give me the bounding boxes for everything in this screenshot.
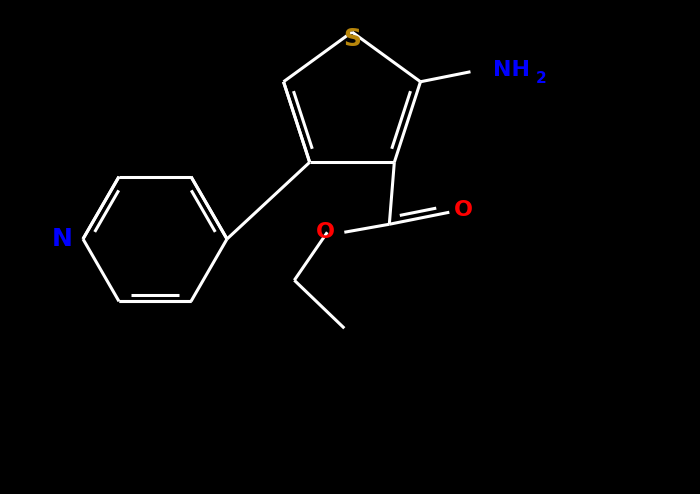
- Text: S: S: [343, 27, 361, 51]
- Text: N: N: [52, 227, 72, 251]
- Text: NH: NH: [494, 60, 531, 80]
- Text: 2: 2: [536, 71, 546, 86]
- Text: O: O: [316, 222, 335, 242]
- Text: O: O: [454, 200, 473, 220]
